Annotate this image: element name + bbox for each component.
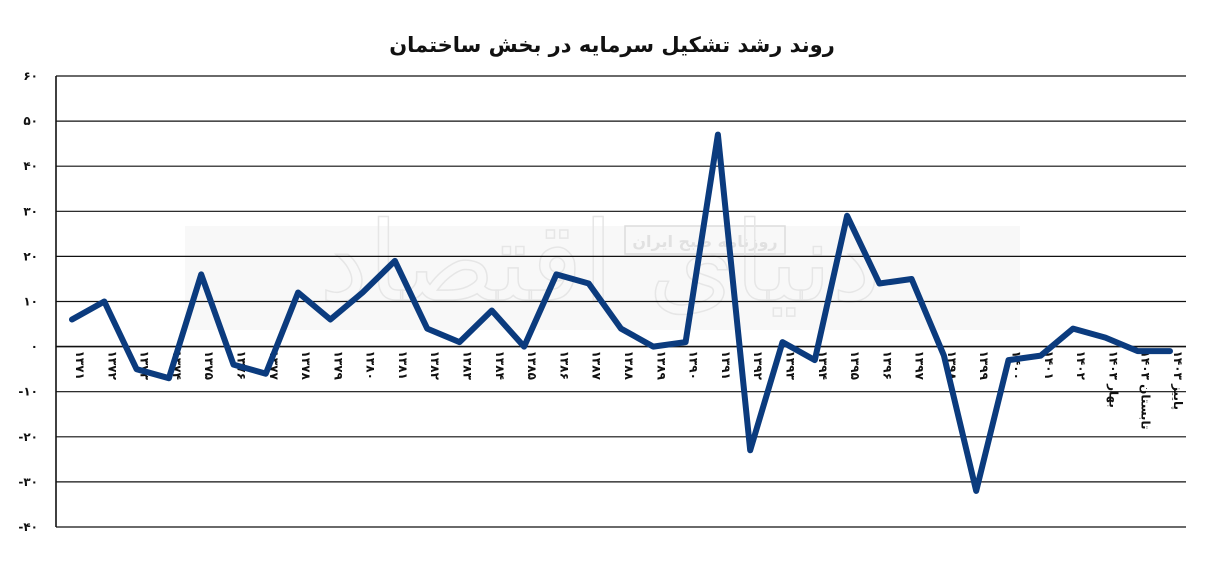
x-tick-label: ۱۳۷۲ (105, 351, 119, 381)
x-tick-label: ۱۳۹۵ (848, 351, 862, 380)
y-tick-label: -۳۰ (18, 475, 38, 489)
y-tick-label: ۴۰ (23, 159, 38, 173)
x-tick-label: ۱۳۸۷ (590, 351, 604, 381)
x-tick-label: ۱۳۸۳ (461, 351, 475, 381)
x-tick-label: ۱۳۸۸ (622, 351, 636, 381)
y-tick-label: -۱۰ (18, 385, 38, 399)
watermark-tagline: روزنامه صبح ایران (632, 232, 777, 251)
watermark: روزنامه صبح ایران دنیای اقتصاد (185, 197, 1020, 330)
x-tick-label: ۱۳۸۲ (428, 351, 442, 381)
x-tick-label: پاییز ۱۴۰۳ (1171, 351, 1185, 410)
y-tick-label: ۱۰ (23, 295, 38, 309)
y-tick-label: -۲۰ (18, 430, 38, 444)
x-axis-ticks: ۱۳۷۱ ۱۳۷۲ ۱۳۷۳ ۱۳۷۴ ۱۳۷۵ ۱۳۷۶ ۱۳۷۷ ۱۳۷۸ ۱۳۷۹ ۱۳۸۰… (73, 351, 1185, 430)
y-axis-ticks: ۶۰ ۵۰ ۴۰ ۳۰ ۲۰ ۱۰ ۰ -۱۰ -۲۰ -۳۰ -۴۰ (18, 69, 38, 534)
x-tick-label: ۱۳۸۱ (396, 351, 410, 380)
x-tick-label: ۱۳۷۵ (202, 351, 216, 380)
x-tick-label: ۱۳۸۰ (364, 351, 378, 380)
x-tick-label: ۱۳۹۹ (977, 351, 991, 381)
watermark-logo-text: دنیای اقتصاد (319, 198, 881, 326)
gridlines (56, 75, 1186, 528)
y-tick-label: ۰ (31, 340, 38, 354)
x-tick-label: تابستان ۱۴۰۳ (1139, 351, 1153, 430)
y-tick-label: -۴۰ (18, 520, 38, 534)
x-tick-label: ۱۳۷۱ (73, 351, 87, 380)
x-tick-label: ۱۳۹۲ (751, 351, 765, 381)
y-tick-label: ۶۰ (23, 69, 38, 83)
x-tick-label: ۱۳۷۳ (138, 351, 152, 381)
x-tick-label: ۱۳۷۹ (331, 351, 345, 381)
x-tick-label: ۱۳۹۱ (719, 351, 733, 380)
y-tick-label: ۲۰ (23, 249, 38, 263)
x-tick-label: ۱۳۸۹ (654, 351, 668, 381)
x-tick-label: ۱۳۸۵ (525, 351, 539, 380)
series-line (69, 131, 1173, 494)
x-tick-label: ۱۴۰۰ (1010, 351, 1024, 380)
chart-title: روند رشد تشکیل سرمایه در بخش ساختمان (389, 33, 835, 57)
x-tick-label: ۱۳۹۰ (687, 351, 701, 380)
x-tick-label: ۱۳۹۴ (816, 351, 830, 380)
x-tick-label: ۱۳۹۶ (880, 351, 894, 380)
x-tick-label: ۱۳۸۶ (557, 351, 571, 380)
x-tick-label: بهار ۱۴۰۳ (1106, 351, 1120, 408)
x-tick-label: ۱۳۹۷ (913, 351, 927, 381)
x-tick-label: ۱۳۹۳ (783, 351, 797, 381)
x-tick-label: ۱۳۷۸ (299, 351, 313, 381)
x-tick-label: ۱۳۸۴ (493, 351, 507, 380)
y-tick-label: ۵۰ (23, 114, 38, 128)
x-tick-label: ۱۴۰۱ (1042, 351, 1056, 380)
y-tick-label: ۳۰ (23, 204, 38, 218)
x-tick-label: ۱۴۰۲ (1074, 351, 1088, 381)
